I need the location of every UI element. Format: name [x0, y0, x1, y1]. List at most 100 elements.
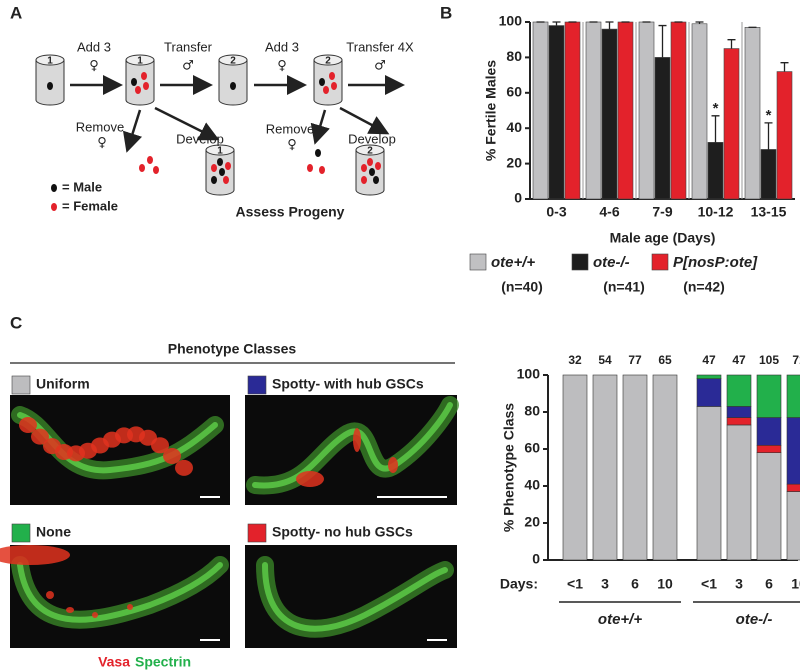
- female-fly: [139, 164, 145, 172]
- x-tick-label: 13-15: [751, 204, 787, 220]
- error-bar: [695, 21, 704, 24]
- y-tick-label: 100: [499, 13, 523, 29]
- x-prefix: Days:: [500, 576, 538, 592]
- bar: [638, 21, 655, 200]
- x-tick-label: 6: [631, 576, 639, 592]
- vial-body: [126, 60, 154, 100]
- bar: [654, 57, 671, 200]
- bar: [548, 25, 565, 200]
- bar: [776, 71, 793, 200]
- female-fly: [329, 72, 335, 80]
- bar-segment: [726, 424, 752, 561]
- legend-label: Spotty- no hub GSCs: [272, 524, 413, 540]
- female-fly: [223, 176, 229, 184]
- germ-cells: [19, 417, 37, 433]
- panel-letter: B: [440, 3, 452, 22]
- female-fly: [143, 82, 149, 90]
- vial-top: [125, 54, 155, 66]
- vial-top: [35, 54, 65, 66]
- vial-number: 2: [367, 146, 373, 157]
- germ-cells: [46, 591, 54, 599]
- side-step-label: Develop: [348, 131, 396, 146]
- bar-segment: [726, 374, 752, 407]
- y-tick-label: 80: [506, 48, 522, 64]
- bar-segment: [726, 417, 752, 426]
- step-label: Add 3: [265, 39, 299, 54]
- female-fly: [135, 86, 141, 94]
- bar-segment: [726, 406, 752, 418]
- bar-total: 54: [598, 353, 612, 367]
- arrow: [339, 106, 390, 135]
- male-fly: [217, 158, 223, 166]
- male-fly: [211, 176, 217, 184]
- bar: [585, 21, 602, 200]
- female-fly: [147, 156, 153, 164]
- bar-total: 47: [732, 353, 746, 367]
- bar-segment: [756, 452, 782, 561]
- female-fly: [225, 162, 231, 170]
- bar: [670, 21, 687, 200]
- female-fly: [323, 86, 329, 94]
- stain-label: Vasa: [98, 654, 130, 670]
- bar-segment: [696, 406, 722, 561]
- bar: [723, 48, 740, 200]
- footer: Assess Progeny: [236, 204, 345, 220]
- vial-body: [219, 60, 247, 100]
- step-label: Transfer 4X: [346, 39, 414, 54]
- step-symbol: ♂: [182, 59, 194, 74]
- vial-number: 1: [47, 56, 53, 67]
- male-fly: [131, 78, 137, 86]
- y-axis-label: % Fertile Males: [483, 60, 499, 161]
- side-step-symbol: ♀: [287, 138, 297, 153]
- error-bar: [552, 21, 561, 26]
- male-fly: [51, 184, 57, 192]
- side-step-label: Develop: [176, 131, 224, 146]
- bar: [744, 27, 761, 200]
- bar-total: 71: [792, 353, 800, 367]
- bar-segment: [786, 417, 800, 485]
- germ-cells: [151, 437, 169, 454]
- x-tick-label: 7-9: [652, 204, 672, 220]
- y-tick-label: 40: [524, 477, 540, 493]
- error-bar: [605, 21, 614, 30]
- female-fly: [361, 176, 367, 184]
- female-fly: [141, 72, 147, 80]
- x-tick-label: <1: [701, 576, 717, 592]
- bar-segment: [696, 378, 722, 407]
- y-tick-label: 0: [514, 190, 522, 206]
- vial-number: 2: [230, 56, 236, 67]
- female-fly: [153, 166, 159, 174]
- x-tick-label: 10: [657, 576, 673, 592]
- step-symbol: ♀: [277, 59, 287, 74]
- bar-segment: [786, 374, 800, 418]
- bar-segment: [756, 374, 782, 418]
- tissue-inner: [17, 562, 223, 623]
- bar-segment: [786, 483, 800, 492]
- bar-total: 32: [568, 353, 582, 367]
- legend-swatch: [11, 375, 31, 395]
- bar-total: 77: [628, 353, 642, 367]
- side-step-label: Remove: [266, 121, 314, 136]
- bar-segment: [592, 374, 618, 561]
- step-label: Add 3: [77, 39, 111, 54]
- bar-segment: [696, 374, 722, 380]
- germ-cells: [296, 471, 324, 487]
- female-fly: [375, 162, 381, 170]
- side-step-label: Remove: [76, 119, 124, 134]
- error-bar: [764, 122, 773, 150]
- germ-cells: [353, 428, 361, 452]
- legend-label: P[nosP:ote]: [673, 254, 758, 271]
- legend-swatch: [571, 253, 589, 271]
- step-label: Transfer: [164, 39, 213, 54]
- arrow: [310, 109, 330, 145]
- phenotype-title: Phenotype Classes: [168, 341, 297, 357]
- x-tick-label: 10: [791, 576, 800, 592]
- legend-n: (n=41): [603, 279, 645, 295]
- female-fly: [331, 82, 337, 90]
- bar: [532, 21, 549, 200]
- vial-body: [36, 60, 64, 100]
- germ-cells: [127, 604, 133, 610]
- male-fly: [373, 176, 379, 184]
- legend-n: (n=40): [501, 279, 543, 295]
